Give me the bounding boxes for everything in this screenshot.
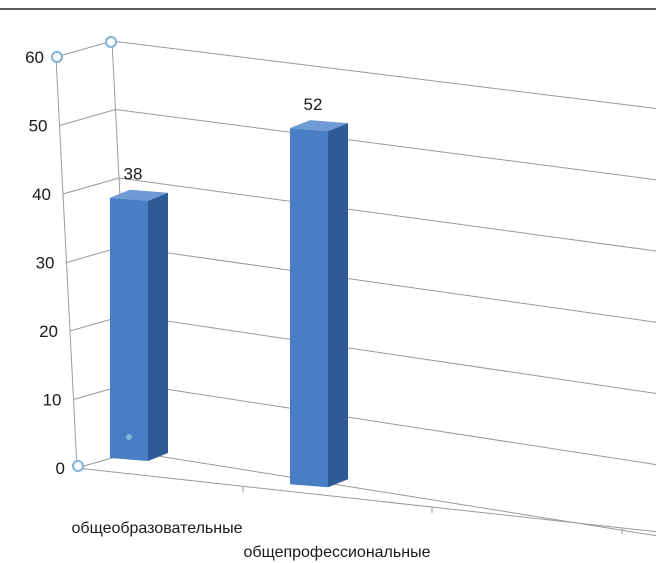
gridline (129, 383, 656, 466)
bar[interactable] (290, 120, 348, 488)
gridline (118, 177, 656, 252)
gridlines (55, 40, 656, 537)
data-label: 52 (304, 95, 323, 114)
y-tick-label: 10 (43, 391, 62, 410)
bars[interactable] (110, 120, 348, 488)
gridline (122, 246, 656, 323)
y-axis-front-line (55, 56, 78, 469)
y-tick-label: 60 (25, 48, 44, 67)
gridline-depth (55, 40, 113, 58)
y-tick-label: 20 (39, 322, 58, 341)
bar[interactable] (110, 189, 168, 461)
selection-handle[interactable] (126, 434, 132, 440)
category-label: общепрофессиональные (244, 544, 431, 561)
y-tick-label: 40 (32, 185, 51, 204)
selection-handle[interactable] (105, 36, 117, 48)
bar-side-face[interactable] (148, 192, 168, 461)
data-label: 38 (124, 165, 143, 184)
gridline (115, 109, 656, 181)
gridline (111, 40, 656, 109)
bar-top-face[interactable] (290, 120, 348, 132)
gridline-depth (59, 109, 116, 126)
y-tick-label: 30 (36, 254, 55, 273)
x-axis-line (76, 467, 656, 533)
y-tick-label: 50 (29, 117, 48, 136)
category-label: общеобразовательные (72, 520, 243, 537)
selection-handle[interactable] (51, 51, 63, 63)
gridline (125, 314, 656, 394)
y-tick-labels: 0 10 20 30 40 50 60 (25, 48, 65, 478)
selection-handles[interactable] (51, 36, 132, 472)
bar-front-face[interactable] (110, 197, 148, 461)
gridline-depth (62, 177, 120, 195)
bar-side-face[interactable] (328, 123, 348, 488)
bar-front-face[interactable] (290, 128, 328, 488)
bar-top-face[interactable] (110, 189, 168, 201)
data-labels: 38 52 (124, 95, 323, 184)
selection-handle[interactable] (72, 460, 84, 472)
y-tick-label: 0 (56, 459, 65, 478)
